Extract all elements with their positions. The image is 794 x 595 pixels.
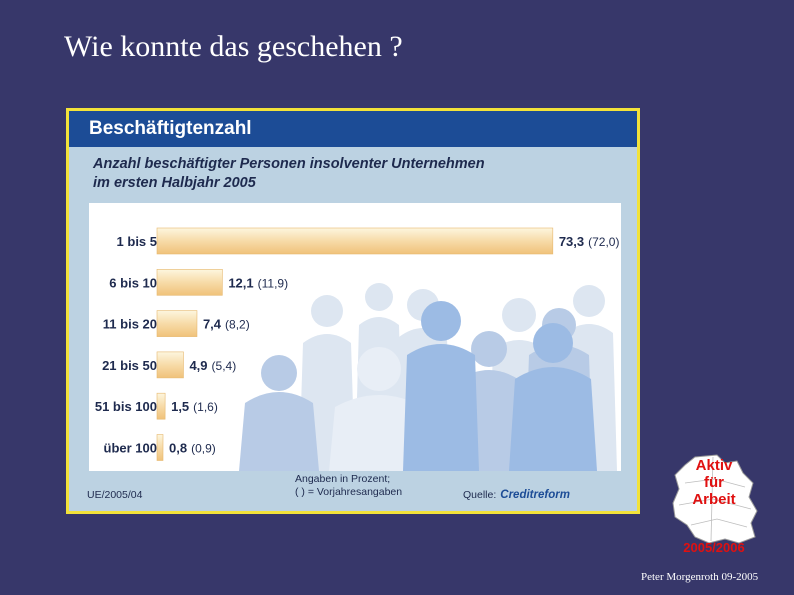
author-footer: Peter Morgenroth 09-2005 (641, 571, 759, 583)
chart-plot-area: 1 bis 5 73,3 (72,0) 6 bis 10 12,1 (11,9) 11 bi… (89, 203, 621, 471)
people-silhouettes-illustration (239, 283, 617, 471)
bar (156, 269, 223, 296)
value-label: 12,1 (11,9) (228, 275, 288, 290)
value-current: 4,9 (189, 358, 207, 373)
chart-card: Beschäftigtenzahl Anzahl beschäftigter P… (66, 108, 640, 514)
source-brand: Creditreform (500, 489, 570, 501)
category-label: 11 bis 20 (103, 317, 157, 332)
value-current: 0,8 (169, 441, 187, 456)
value-label: 4,9 (5,4) (189, 358, 236, 373)
logo-line1: Aktiv (695, 457, 733, 474)
value-label: 7,4 (8,2) (203, 317, 250, 332)
category-label: 21 bis 50 (102, 358, 157, 373)
value-label: 73,3 (72,0) (559, 234, 620, 249)
germany-map-icon (672, 454, 758, 544)
value-prior: (8,2) (225, 318, 250, 332)
logo-line3: Arbeit (692, 491, 736, 508)
category-label: 51 bis 100 (95, 399, 157, 414)
bar-chart: 1 bis 5 73,3 (72,0) 6 bis 10 12,1 (11,9) 11 bi… (95, 227, 620, 461)
value-prior: (5,4) (212, 359, 237, 373)
chart-note-line2: ( ) = Vorjahresangaben (295, 486, 403, 498)
chart-note-line1: Angaben in Prozent; (295, 473, 391, 485)
category-label: 1 bis 5 (117, 234, 157, 249)
logo-text: Aktiv für Arbeit (665, 457, 763, 508)
logo-year: 2005/2006 (683, 540, 745, 555)
category-label: 6 bis 10 (109, 275, 157, 290)
chart-footer-code: UE/2005/04 (87, 489, 143, 501)
value-label: 0,8 (0,9) (169, 441, 216, 456)
value-prior: (0,9) (191, 442, 216, 456)
value-current: 73,3 (559, 234, 584, 249)
bar (156, 227, 554, 255)
logo-line2: für (704, 474, 724, 491)
source-label: Quelle: (463, 489, 497, 501)
chart-subtitle: Anzahl beschäftigter Personen insolvente… (93, 155, 613, 193)
value-label: 1,5 (1,6) (171, 399, 218, 414)
value-current: 7,4 (203, 317, 222, 332)
value-prior: (72,0) (588, 235, 619, 249)
chart-source: Quelle: Creditreform (463, 489, 570, 501)
bar (156, 351, 184, 379)
chart-header: Beschäftigtenzahl (69, 111, 637, 147)
aktiv-fuer-arbeit-logo: Aktiv für Arbeit 2005/2006 (665, 453, 763, 561)
value-current: 12,1 (228, 275, 253, 290)
value-current: 1,5 (171, 399, 189, 414)
chart-subtitle-line1: Anzahl beschäftigter Personen insolvente… (93, 156, 485, 172)
bar (156, 434, 164, 461)
chart-subtitle-line2: im ersten Halbjahr 2005 (93, 175, 256, 191)
slide-title: Wie konnte das geschehen ? (64, 30, 403, 63)
bar (156, 310, 198, 337)
chart-note: Angaben in Prozent; ( ) = Vorjahresangab… (295, 473, 402, 499)
value-prior: (1,6) (193, 400, 218, 414)
bar (156, 392, 166, 420)
category-label: über 100 (104, 441, 157, 456)
value-prior: (11,9) (258, 276, 288, 290)
